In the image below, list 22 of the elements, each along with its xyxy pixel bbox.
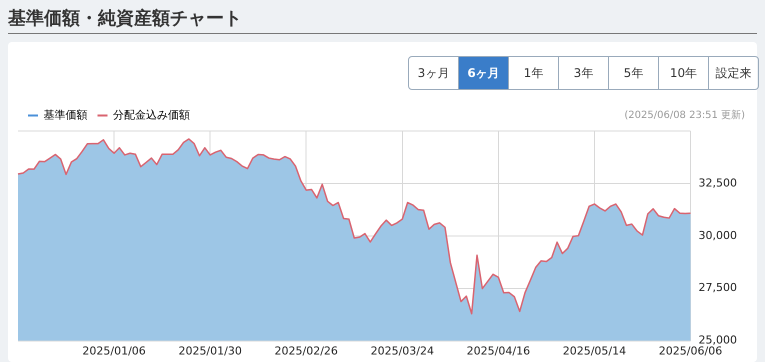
x-tick-label: 2025/03/24 [370, 344, 434, 358]
text: 5年 [608, 57, 658, 89]
text: (2025/06/08 23:51 更新) [624, 108, 745, 122]
y-tick-label: 25,000 [698, 334, 738, 347]
x-tick-label: 2025/01/06 [82, 344, 146, 358]
x-tick-label: 2025/01/30 [178, 344, 242, 358]
x-tick-label: 2025/05/14 [562, 344, 626, 358]
y-tick-label: 32,500 [698, 176, 738, 190]
text: 3年 [558, 57, 608, 89]
x-tick-label: 2025/06/06 [658, 344, 722, 358]
text: 基準価額 [44, 108, 88, 122]
x-tick-label: 2025/04/16 [466, 344, 530, 358]
y-tick-label: 30,000 [698, 228, 738, 242]
text: 3ヶ月 [416, 65, 450, 82]
text: 1年 [508, 57, 558, 89]
x-tick-label: 2025/02/26 [274, 344, 338, 358]
text: 6ヶ月 [458, 57, 508, 89]
text: 10年 [658, 57, 708, 89]
legend-label: 分配金込み価額 [113, 108, 190, 122]
y-tick-label: 27,500 [698, 281, 738, 294]
text: 設定来 [708, 57, 758, 89]
chart-title: 基準価額・純資産額チャート [8, 7, 242, 30]
